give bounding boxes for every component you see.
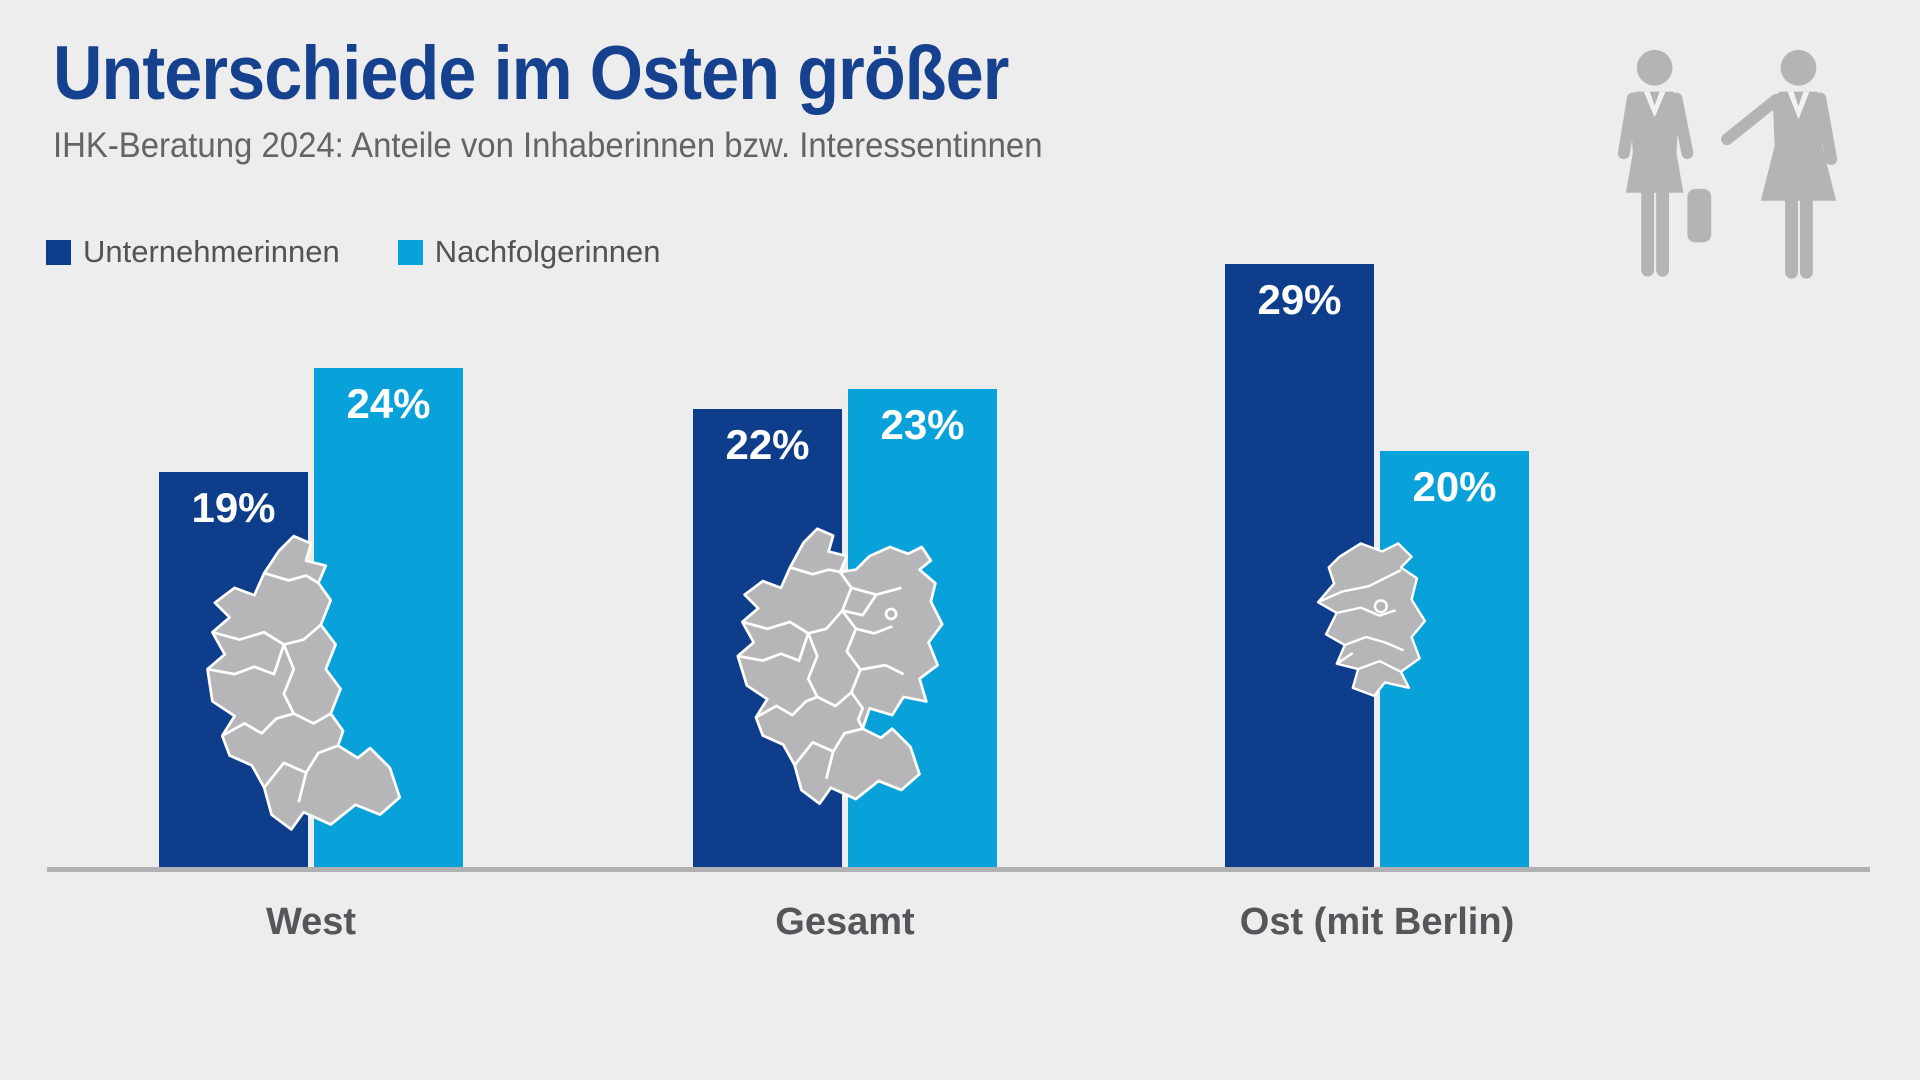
bar-value-label: 23% [880,401,965,448]
legend-item-unternehmerinnen: Unternehmerinnen [46,234,340,270]
category-label-3: Ost (mit Berlin) [1239,901,1515,943]
bar-light-3: 20% [1380,451,1529,867]
category-label-2: Gesamt [775,901,915,943]
businesswomen-icon [1617,49,1838,279]
bar-value-label: 29% [1257,276,1342,323]
bar-value-label: 22% [725,421,810,468]
bar-light-2: 23% [848,389,997,867]
page-subtitle: IHK-Beratung 2024: Anteile von Inhaberin… [53,126,1043,165]
bar-value-label: 19% [191,484,276,531]
page-title: Unterschiede im Osten größer [53,31,1009,116]
legend-swatch-dark-blue [46,239,71,265]
legend-label: Unternehmerinnen [83,234,340,269]
bar-dark-2: 22% [693,409,842,867]
bar-value-label: 24% [346,380,431,427]
x-axis-baseline [47,867,1870,872]
legend-item-nachfolgerinnen: Nachfolgerinnen [397,234,661,270]
legend-swatch-light-blue [397,239,423,265]
bar-dark-1: 19% [159,472,308,867]
bar-value-label: 20% [1412,463,1497,510]
legend-label: Nachfolgerinnen [434,234,661,269]
bar-dark-3: 29% [1225,264,1374,867]
chart-legend: Unternehmerinnen Nachfolgerinnen [46,234,719,270]
bar-light-1: 24% [314,368,463,867]
category-label-1: West [265,901,357,943]
